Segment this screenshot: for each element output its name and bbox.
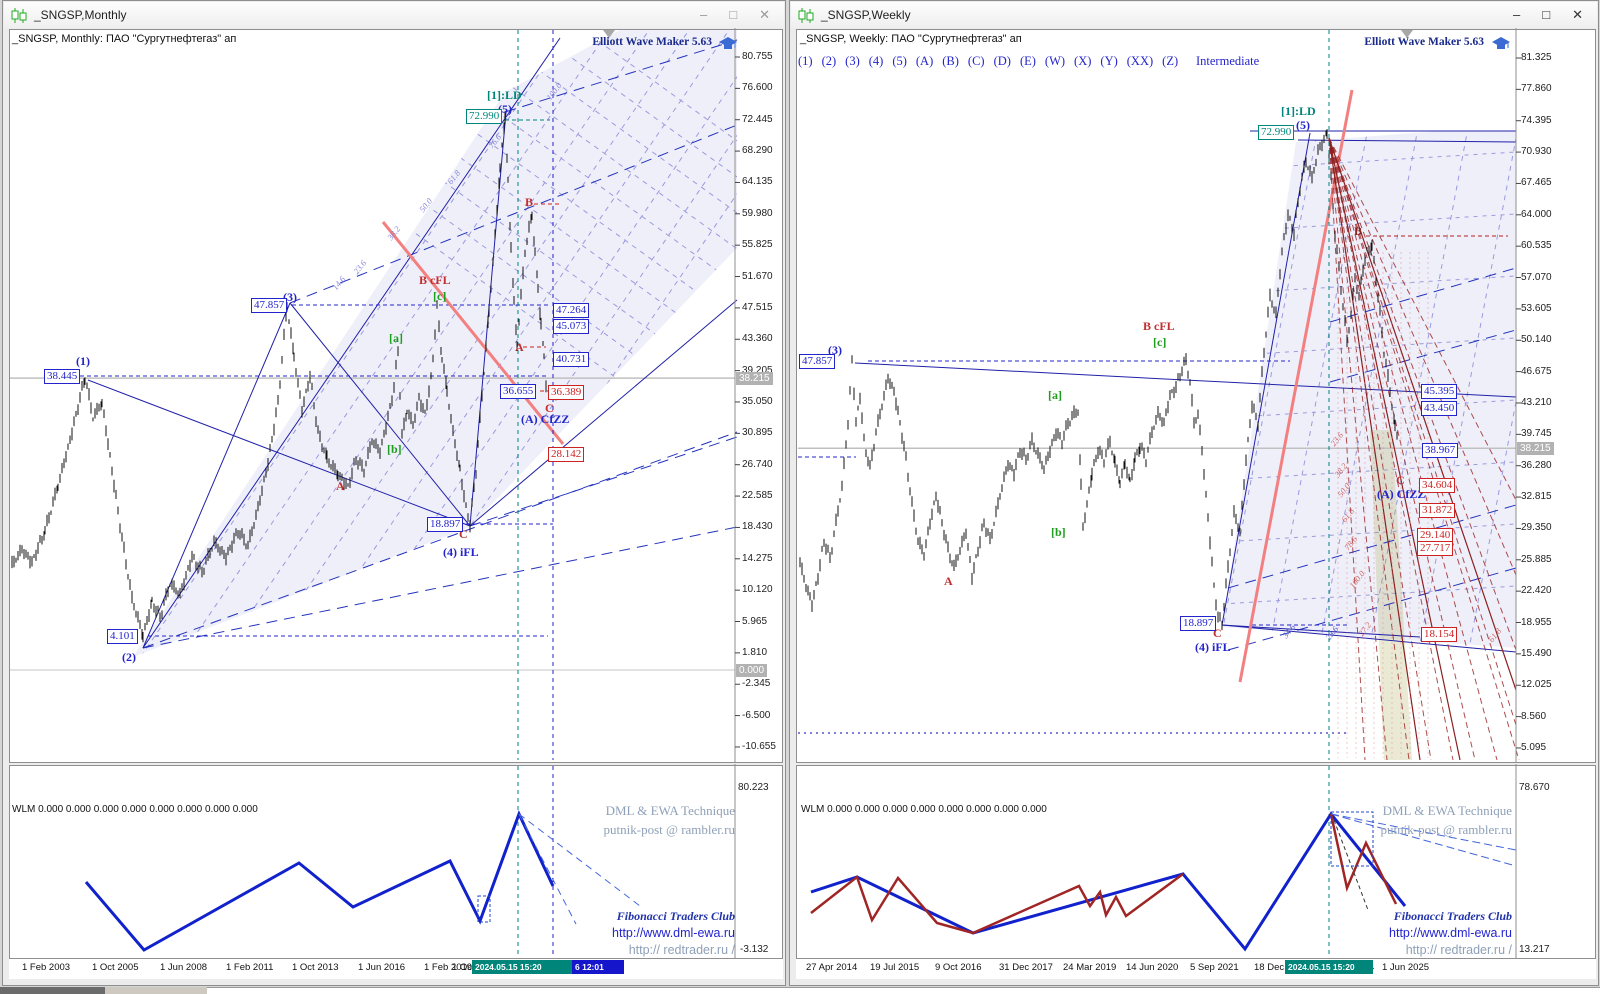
chart-header: _SNGSP, Weekly: ПАО "Сургутнефтегаз" ап bbox=[800, 33, 1022, 45]
degree-button-d[interactable]: (D) bbox=[993, 54, 1011, 68]
window-title: _SNGSP,Monthly bbox=[34, 8, 127, 22]
graduation-cap-icon bbox=[1492, 37, 1510, 49]
taskbar-strip bbox=[105, 987, 207, 994]
taskbar-strip bbox=[207, 987, 1600, 994]
indicator-max: 78.670 bbox=[1519, 782, 1550, 793]
degree-label: Intermediate bbox=[1196, 54, 1260, 68]
brand-line-2: putnik-post @ rambler.ru bbox=[603, 822, 735, 837]
taskbar-strip bbox=[0, 987, 105, 994]
indicator-min: -3.132 bbox=[740, 944, 769, 955]
chart-header: _SNGSP, Monthly: ПАО "Сургутнефтегаз" ап bbox=[12, 33, 237, 45]
wlm-readout: WLM 0.000 0.000 0.000 0.000 0.000 0.000 … bbox=[12, 804, 258, 815]
weekly-date-axis bbox=[796, 959, 1596, 979]
brand-line-5[interactable]: http:// redtrader.ru / bbox=[1405, 943, 1512, 957]
degree-button-5[interactable]: (5) bbox=[892, 54, 907, 68]
brand-line-2: putnik-post @ rambler.ru bbox=[1380, 822, 1512, 837]
degree-button-2[interactable]: (2) bbox=[821, 54, 837, 68]
wlm-readout: WLM 0.000 0.000 0.000 0.000 0.000 0.000 … bbox=[801, 804, 1047, 815]
brand-line-3: Fibonacci Traders Club bbox=[616, 909, 735, 923]
brand-line-4[interactable]: http://www.dml-ewa.ru bbox=[612, 926, 735, 940]
degree-button-3[interactable]: (3) bbox=[845, 54, 860, 68]
degree-button-c[interactable]: (C) bbox=[967, 54, 985, 68]
monthly-titlebar[interactable]: _SNGSP,Monthly – □ ✕ bbox=[4, 2, 784, 28]
brand-line-3: Fibonacci Traders Club bbox=[1393, 909, 1512, 923]
wave-degree-toolbar: (1) (2) (3) (4) (5) (A) (B) (C) (D) (E) (W) (X) (Y) (… bbox=[798, 54, 1187, 69]
degree-button-z[interactable]: (Z) bbox=[1162, 54, 1179, 68]
degree-button-x[interactable]: (X) bbox=[1074, 54, 1092, 68]
degree-button-a[interactable]: (A) bbox=[915, 54, 934, 68]
brand-line-1: DML & EWA Technique bbox=[1382, 803, 1512, 818]
close-button[interactable]: ✕ bbox=[1572, 7, 1583, 22]
degree-button-4[interactable]: (4) bbox=[868, 54, 884, 68]
weekly-indicator-panel[interactable] bbox=[796, 765, 1596, 959]
degree-button-w[interactable]: (W) bbox=[1044, 54, 1066, 68]
indicator-max: 80.223 bbox=[738, 782, 769, 793]
weekly-window: _SNGSP,Weekly – □ ✕ bbox=[789, 0, 1599, 986]
graduation-cap-icon bbox=[719, 37, 737, 49]
close-button[interactable]: ✕ bbox=[759, 7, 770, 22]
maximize-button[interactable]: □ bbox=[1542, 7, 1551, 22]
minimize-button[interactable]: – bbox=[1513, 7, 1521, 22]
maximize-button[interactable]: □ bbox=[729, 7, 738, 22]
candlestick-icon bbox=[798, 7, 814, 23]
brand-line-5[interactable]: http:// redtrader.ru / bbox=[628, 943, 735, 957]
degree-button-1[interactable]: (1) bbox=[798, 54, 813, 68]
candlestick-icon bbox=[11, 7, 27, 23]
indicator-min: 13.217 bbox=[1519, 944, 1550, 955]
degree-button-e[interactable]: (E) bbox=[1019, 54, 1036, 68]
ewm-brand: Elliott Wave Maker 5.63 bbox=[592, 36, 712, 48]
degree-button-xx[interactable]: (XX) bbox=[1126, 54, 1154, 68]
monthly-indicator-panel[interactable] bbox=[9, 765, 783, 959]
minimize-button[interactable]: – bbox=[700, 7, 708, 22]
degree-button-b[interactable]: (B) bbox=[942, 54, 959, 68]
window-title: _SNGSP,Weekly bbox=[821, 8, 911, 22]
brand-line-1: DML & EWA Technique bbox=[605, 803, 735, 818]
monthly-chart-panel[interactable] bbox=[9, 29, 783, 763]
brand-line-4[interactable]: http://www.dml-ewa.ru bbox=[1389, 926, 1512, 940]
monthly-window: _SNGSP,Monthly – □ ✕ bbox=[2, 0, 786, 986]
weekly-titlebar[interactable]: _SNGSP,Weekly – □ ✕ bbox=[791, 2, 1597, 28]
ewm-brand: Elliott Wave Maker 5.63 bbox=[1364, 36, 1484, 48]
degree-button-y[interactable]: (Y) bbox=[1100, 54, 1118, 68]
